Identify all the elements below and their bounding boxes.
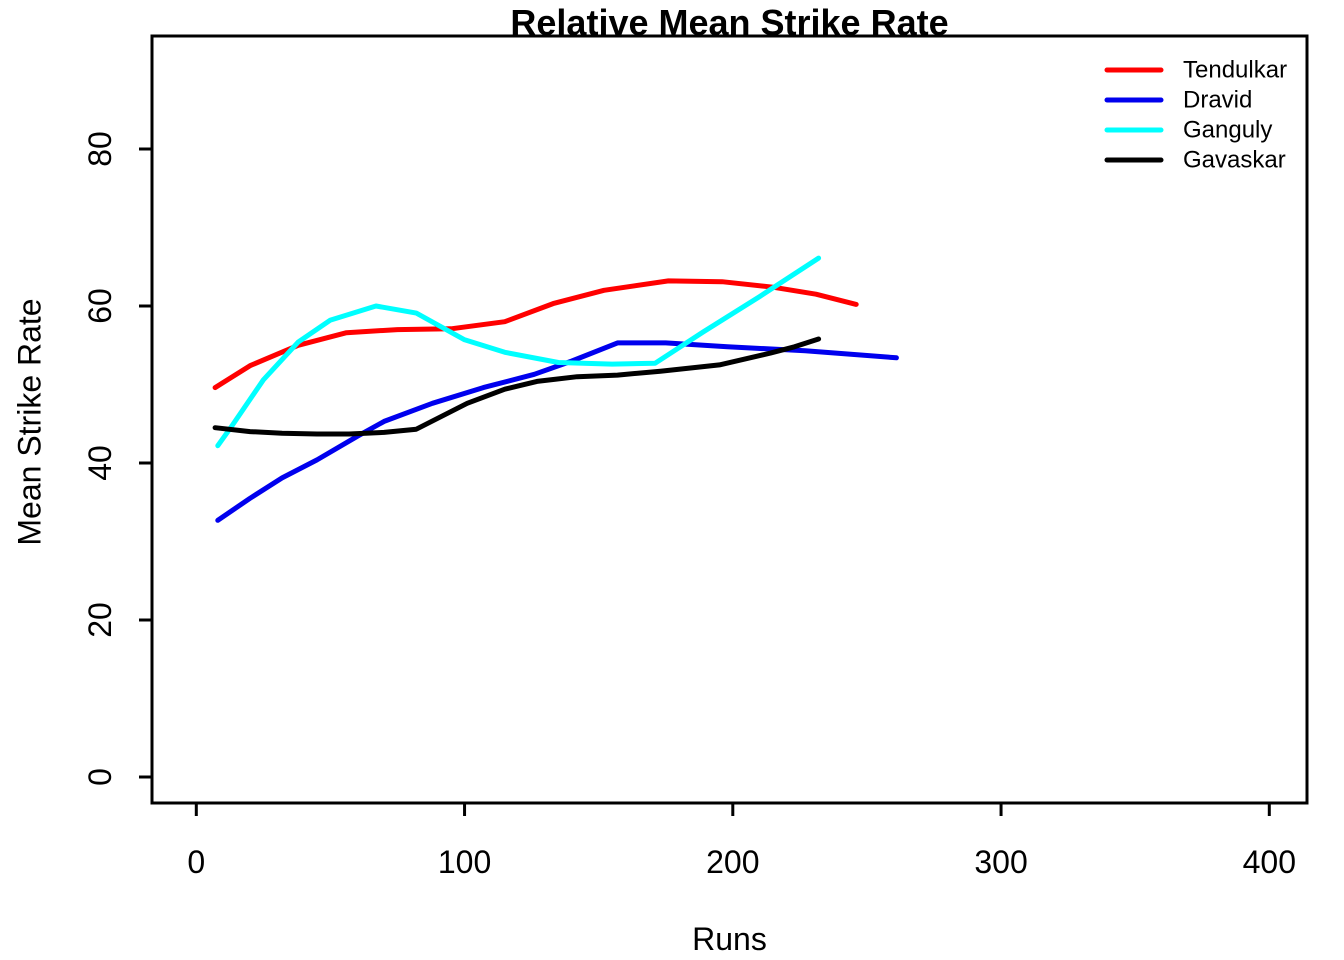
x-tick-label: 100 [438, 844, 491, 880]
x-axis-title: Runs [692, 921, 767, 957]
series-line-tendulkar [212, 278, 859, 391]
y-tick-label: 40 [82, 445, 118, 481]
series-line-gavaskar [212, 336, 822, 437]
legend-label-gavaskar: Gavaskar [1183, 147, 1286, 174]
series-line-dravid [215, 340, 899, 523]
y-tick-label: 0 [82, 768, 118, 786]
x-tick-label: 400 [1243, 844, 1296, 880]
x-tick-label: 200 [706, 844, 759, 880]
chart-title: Relative Mean Strike Rate [510, 2, 949, 43]
y-axis-title: Mean Strike Rate [11, 298, 48, 546]
x-tick-label: 300 [974, 844, 1027, 880]
x-tick-label: 0 [187, 844, 205, 880]
legend-label-tendulkar: Tendulkar [1183, 57, 1287, 84]
y-tick-label: 80 [82, 131, 118, 167]
plot-border [150, 34, 1309, 805]
legend-label-ganguly: Ganguly [1183, 117, 1272, 144]
series-line-ganguly [215, 255, 822, 449]
legend-label-dravid: Dravid [1183, 87, 1252, 114]
y-tick-label: 60 [82, 288, 118, 324]
y-tick-label: 20 [82, 602, 118, 638]
